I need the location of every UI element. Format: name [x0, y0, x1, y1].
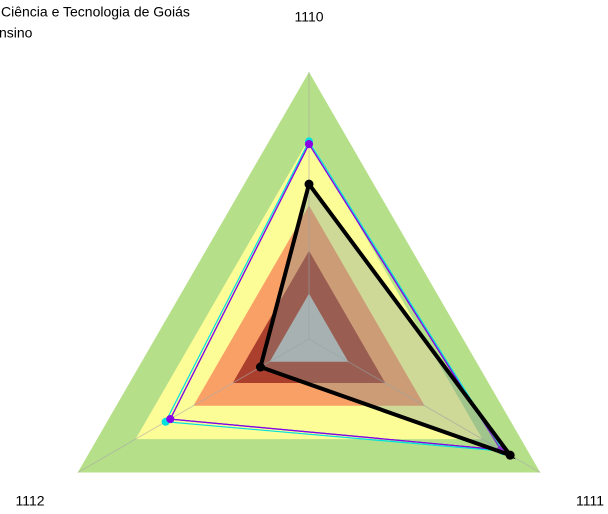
- series-point: [505, 450, 515, 460]
- axis-line: [77, 338, 310, 473]
- series-point: [255, 362, 265, 372]
- series-point: [304, 179, 314, 189]
- title-line: Ciência e Tecnologia de Goiás: [1, 4, 190, 20]
- axis-label: 1110: [294, 9, 323, 25]
- series-area: [258, 179, 516, 460]
- axis-label: 1112: [15, 493, 44, 509]
- series-point: [305, 140, 313, 149]
- title-line: nsino: [0, 25, 33, 41]
- series-point: [166, 415, 175, 424]
- series-area: [169, 142, 503, 451]
- axis-label: 1111: [576, 493, 604, 509]
- series-area: [164, 140, 505, 452]
